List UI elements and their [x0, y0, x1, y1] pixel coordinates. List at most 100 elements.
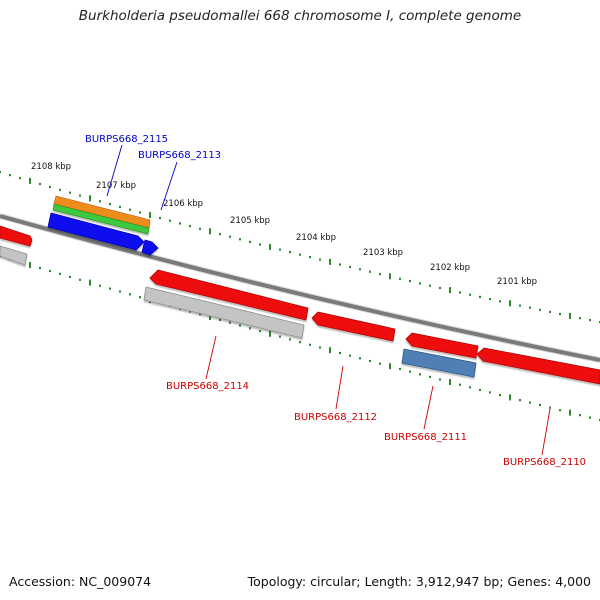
inner-ruler-tick — [539, 404, 541, 407]
outer-ruler-tick — [419, 282, 421, 285]
inner-ruler-tick — [199, 313, 201, 316]
inner-ruler-tick — [479, 388, 481, 391]
outer-ruler-tick — [439, 286, 441, 290]
inner-ruler-tick — [299, 341, 301, 344]
inner-ruler-tick — [29, 262, 31, 268]
inner-ruler-tick — [489, 391, 491, 394]
inner-ruler-tick — [49, 269, 51, 273]
inner-ruler-tick — [509, 394, 511, 401]
gene-label-burps668-2112[interactable]: BURPS668_2112 — [294, 412, 377, 423]
outer-ruler-tick — [129, 208, 131, 211]
ruler-label-2104: 2104 kbp — [296, 233, 336, 243]
forward-strand-genes — [47, 195, 159, 256]
ruler-label-2103: 2103 kbp — [363, 248, 403, 258]
inner-ruler-tick — [379, 362, 381, 365]
leader-burps668-2115 — [106, 144, 123, 197]
outer-ruler-tick — [249, 240, 251, 243]
gene-labels: BURPS668_2115 BURPS668_2113 BURPS668_211… — [85, 134, 586, 468]
inner-ruler-tick — [249, 327, 251, 330]
outer-ruler-tick — [59, 188, 61, 191]
gene-burps668-2114-feature[interactable] — [143, 286, 305, 339]
inner-ruler-tick — [289, 338, 291, 341]
inner-ruler-tick — [439, 378, 441, 381]
inner-ruler-tick — [89, 279, 91, 286]
inner-ruler-tick — [219, 318, 221, 321]
ruler-labels: 2108 kbp 2107 kbp 2106 kbp 2105 kbp 2104… — [31, 162, 537, 287]
outer-ruler-tick — [429, 284, 431, 287]
gene-label-burps668-2111[interactable]: BURPS668_2111 — [384, 432, 467, 443]
inner-ruler-tick — [39, 266, 41, 270]
gene-label-burps668-2113[interactable]: BURPS668_2113 — [138, 150, 221, 161]
inner-ruler-tick — [309, 343, 311, 346]
inner-ruler-tick — [349, 354, 351, 357]
gene-burps668-2111-feature[interactable] — [401, 348, 477, 378]
outer-ruler-tick — [589, 319, 591, 322]
inner-ruler-tick — [69, 275, 71, 278]
outer-ruler-tick — [239, 238, 241, 241]
inner-ruler-tick — [579, 414, 581, 417]
outer-ruler-tick — [529, 306, 531, 309]
gene-label-burps668-2110[interactable]: BURPS668_2110 — [503, 457, 586, 468]
outer-ruler-tick — [489, 298, 491, 301]
outer-ruler-tick — [209, 228, 211, 235]
leader-burps668-2110 — [541, 408, 551, 456]
leader-burps668-2111 — [423, 385, 434, 430]
gene-burps668-2110[interactable] — [476, 347, 600, 385]
outer-ruler-tick — [49, 185, 51, 188]
gene-burps668-2113[interactable] — [141, 239, 159, 256]
ruler-label-2107: 2107 kbp — [96, 181, 136, 191]
inner-ruler-tick — [569, 409, 571, 416]
inner-ruler-tick — [529, 401, 531, 404]
outer-ruler-tick — [409, 280, 411, 283]
inner-ruler-tick — [559, 409, 561, 412]
inner-ruler-tick — [319, 346, 321, 349]
outer-ruler-tick — [469, 293, 471, 296]
outer-ruler-tick — [339, 263, 341, 266]
outer-ruler-tick — [69, 191, 71, 194]
inner-ruler-tick — [499, 393, 501, 397]
outer-ruler-tick — [379, 273, 381, 276]
outer-ruler-tick — [519, 304, 521, 307]
outer-ruler-tick — [279, 248, 281, 251]
inner-ruler-tick — [589, 416, 591, 419]
outer-ruler-tick — [179, 222, 181, 225]
leader-burps668-2113 — [160, 161, 178, 211]
gene-partial-left-red[interactable] — [0, 225, 33, 247]
outer-ruler-tick — [459, 291, 461, 294]
gene-label-burps668-2115[interactable]: BURPS668_2115 — [85, 134, 168, 145]
outer-ruler-tick — [539, 308, 541, 311]
inner-ruler-tick — [139, 296, 141, 299]
outer-ruler-tick — [299, 253, 301, 256]
outer-ruler-tick — [549, 310, 551, 313]
outer-ruler-tick — [189, 225, 191, 228]
inner-ruler-tick — [239, 324, 241, 327]
reverse-strand-genes — [0, 225, 600, 385]
gene-label-burps668-2114[interactable]: BURPS668_2114 — [166, 381, 249, 392]
outer-ruler-tick — [449, 287, 451, 294]
ruler-label-2106: 2106 kbp — [163, 199, 203, 209]
inner-ruler-tick — [409, 370, 411, 373]
map-title: Burkholderia pseudomallei 668 chromosome… — [78, 8, 522, 24]
inner-ruler-tick — [369, 359, 371, 363]
gene-burps668-2115-green[interactable] — [52, 203, 150, 235]
genome-summary-text: Topology: circular; Length: 3,912,947 bp… — [247, 574, 591, 589]
outer-ruler-tick — [229, 235, 231, 238]
gene-burps668-2115[interactable] — [47, 212, 145, 251]
outer-ruler-tick — [509, 300, 511, 307]
inner-ruler-tick — [119, 290, 121, 293]
gene-burps668-2114[interactable] — [149, 269, 309, 321]
inner-ruler-tick — [109, 287, 111, 290]
inner-ruler-tick — [189, 310, 191, 313]
leader-burps668-2112 — [335, 365, 344, 410]
inner-ruler-tick — [59, 272, 61, 275]
outer-ruler-tick — [109, 203, 111, 206]
label-leaders — [106, 144, 551, 456]
gene-burps668-2112[interactable] — [311, 311, 396, 342]
outer-ruler-tick — [159, 216, 161, 220]
inner-ruler-tick — [269, 330, 271, 337]
outer-ruler-tick — [19, 177, 21, 180]
gene-partial-left-gray[interactable] — [0, 245, 28, 266]
inner-ruler-tick — [419, 373, 421, 376]
outer-ruler-tick — [579, 317, 581, 320]
gene-burps668-2111[interactable] — [405, 332, 479, 359]
